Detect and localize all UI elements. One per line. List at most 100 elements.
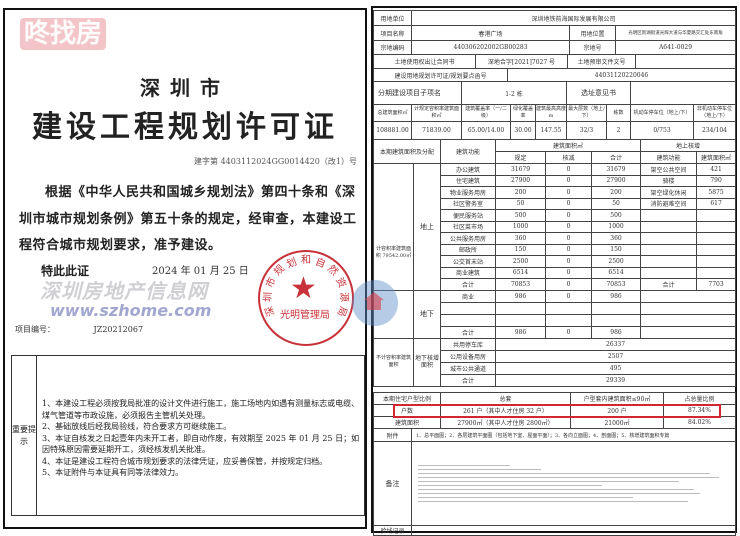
unit-cell: 建筑面积 xyxy=(373,416,441,429)
parcel-code-label: 宗地编码 xyxy=(373,40,412,55)
area-cell: 办公建筑 xyxy=(440,163,497,176)
calc-area-note: 计容积率建筑面积 79542.00㎡ xyxy=(373,163,414,291)
metric-value: 234/104 xyxy=(693,121,736,140)
seal-org-char: 和 xyxy=(301,255,311,266)
above-ground-row: 社区警务室 50 0 50 消防避难空间 617 xyxy=(374,197,737,210)
above-ground-row: 邮政所 150 0 150 xyxy=(374,243,737,256)
attachment: 1、总平面图；2、各层建筑平面图（包括地下室、屋面平面）；3、各向立面图；4、剖… xyxy=(411,428,736,442)
area-section-label: 本期建筑面积及分配 xyxy=(372,139,442,164)
area-cell xyxy=(545,301,593,315)
area-cell xyxy=(696,232,737,245)
area-cell: 0 xyxy=(545,325,593,339)
metric-header: 建筑覆盖率（一/二级） xyxy=(461,104,511,122)
bonus-label: 地上核增 xyxy=(640,139,737,152)
metrics-value-row: 108881.00 71839.00 65.00/14.00 30.00 147.55 3… xyxy=(373,121,736,140)
project-name: 春港广场 xyxy=(411,25,570,41)
area-cell: 1000 xyxy=(495,220,547,233)
area-cell: 骑楼 xyxy=(640,174,698,187)
metric-value: 0/753 xyxy=(630,121,694,140)
bonus-area: 29339 xyxy=(495,373,737,387)
certificate-body: 根据《中华人民共和国城乡规划法》第四十条和《深圳市城市规划条例》第五十条的规定，… xyxy=(19,185,357,253)
unit-cell: 21000㎡ xyxy=(570,416,664,429)
metric-header: 栋数 xyxy=(606,104,631,122)
city-heading: 深圳市 xyxy=(140,76,230,100)
area-cell: 7703 xyxy=(696,278,737,291)
seal-org-char: 划 xyxy=(285,256,299,271)
area-cell: 500 xyxy=(591,209,642,222)
note-item: 2、基础放线后经我局验线，符合要求方可继续施工。 xyxy=(42,422,232,431)
seal-org-char: 圳 xyxy=(262,291,275,302)
remarks-content xyxy=(411,441,736,526)
area-col-header: 规定 xyxy=(495,151,547,164)
area-distribution-table: 本期建筑面积及分配 建筑功能 建筑面积㎡ 地上核增 规定 核减 合计 建筑功能 建筑面积㎡ 计容积… xyxy=(372,139,737,387)
star-icon: ★ xyxy=(290,271,317,306)
pre-review-label: 土地预审文件文号 xyxy=(567,54,636,69)
project-number-label: 项目编号： xyxy=(15,325,55,334)
function-label: 建筑功能 xyxy=(440,139,497,164)
attachment-label: 附件 xyxy=(373,428,412,442)
location: 光明区新湖街道光辉大道与华夏路交汇处东南角 xyxy=(614,25,737,41)
area-cell xyxy=(545,313,593,327)
metric-value: 147.55 xyxy=(535,121,567,140)
unit-header: 户型套内建筑面积≤90㎡ xyxy=(570,392,664,405)
phase: 1-2 栋 xyxy=(461,81,567,105)
seal-org-char: 源 xyxy=(337,291,350,302)
area-cell: 0 xyxy=(545,255,593,268)
metric-value: 2 xyxy=(606,121,631,140)
seal-org-char: 自 xyxy=(313,256,327,271)
area-cell xyxy=(440,301,497,315)
inspection-label: 验线记录 xyxy=(373,525,412,536)
land-permit-label: 建设用地规划许可证/规划要点函号 xyxy=(373,68,508,82)
area-cell: 986 xyxy=(495,289,547,303)
area-cell: 商业建筑 xyxy=(440,266,497,279)
area-cell: 架空公共空间 xyxy=(640,163,698,176)
area-cell: 社区警务室 xyxy=(440,197,497,210)
area-cell: 200 xyxy=(591,186,642,199)
bonus-function: 公用设备用房 xyxy=(440,349,497,363)
metric-header: 最大层数（地上/下） xyxy=(566,104,607,122)
area-cell: 70853 xyxy=(591,278,642,291)
above-ground-row: 计容积率建筑面积 79542.00㎡ 地上 办公建筑 31679 0 31679 架空公共空… xyxy=(373,163,737,291)
project-info-table: 用地单位 深圳地铁前海国际发展有限公司 项目名称 春港广场 用地位置 光明区新湖街道光辉… xyxy=(373,10,737,55)
area-cell xyxy=(696,266,737,279)
metric-value: 71839.00 xyxy=(411,121,462,140)
area-cell: 500 xyxy=(495,209,547,222)
land-permit: 44031120220046 xyxy=(507,68,736,82)
unit-header: 总套 xyxy=(440,392,571,405)
metric-header: 绿化覆盖率 xyxy=(510,104,536,122)
area-cell: 0 xyxy=(545,186,593,199)
area-cell xyxy=(440,313,497,327)
area-cell: 31679 xyxy=(591,163,642,176)
area-cell: 421 xyxy=(696,163,737,176)
below-ground-row: 地下 商业 986 0 986 xyxy=(373,289,737,339)
highlight-box xyxy=(393,404,721,418)
area-cell: 0 xyxy=(545,289,593,303)
bonus-function: 共用停车库 xyxy=(440,337,497,351)
noncalc-note: 不计容积率建筑面积 xyxy=(373,337,414,387)
metric-value: 108881.00 xyxy=(373,121,412,140)
area-cell: 986 xyxy=(495,325,547,339)
area-cell xyxy=(640,255,698,268)
land-user-label: 用地单位 xyxy=(373,10,412,26)
area-cell: 360 xyxy=(591,232,642,245)
contract: 深地合字[2021]7027 号 xyxy=(475,54,568,69)
area-cell: 0 xyxy=(545,278,593,291)
seal-org-char: 然 xyxy=(324,263,340,279)
area-cell xyxy=(640,243,698,256)
area-cell: 0 xyxy=(545,197,593,210)
area-cell xyxy=(696,243,737,256)
area-cell: 邮政所 xyxy=(440,243,497,256)
site-opinion xyxy=(630,81,736,105)
area-cell: 5875 xyxy=(696,186,737,199)
area-header-row: 本期建筑面积及分配 建筑功能 建筑面积㎡ 地上核增 xyxy=(372,139,737,164)
area-cell: 0 xyxy=(545,209,593,222)
note-item: 4、本证是建设工程符合城市规划要求的法律凭证，应妥善保管，并按规定归档。 xyxy=(42,456,328,466)
issue-date: 2024 年 01 月 25 日 xyxy=(152,266,249,277)
metric-header: 建筑最高高度 m xyxy=(535,104,567,122)
parcel-no: A641-0029 xyxy=(614,40,737,55)
above-ground-label: 地上 xyxy=(412,163,442,291)
area-cell: 6514 xyxy=(495,266,547,279)
area-blank xyxy=(640,325,737,339)
site-watermark: 深圳房地产信息网 xyxy=(40,279,208,303)
area-cell xyxy=(640,220,698,233)
